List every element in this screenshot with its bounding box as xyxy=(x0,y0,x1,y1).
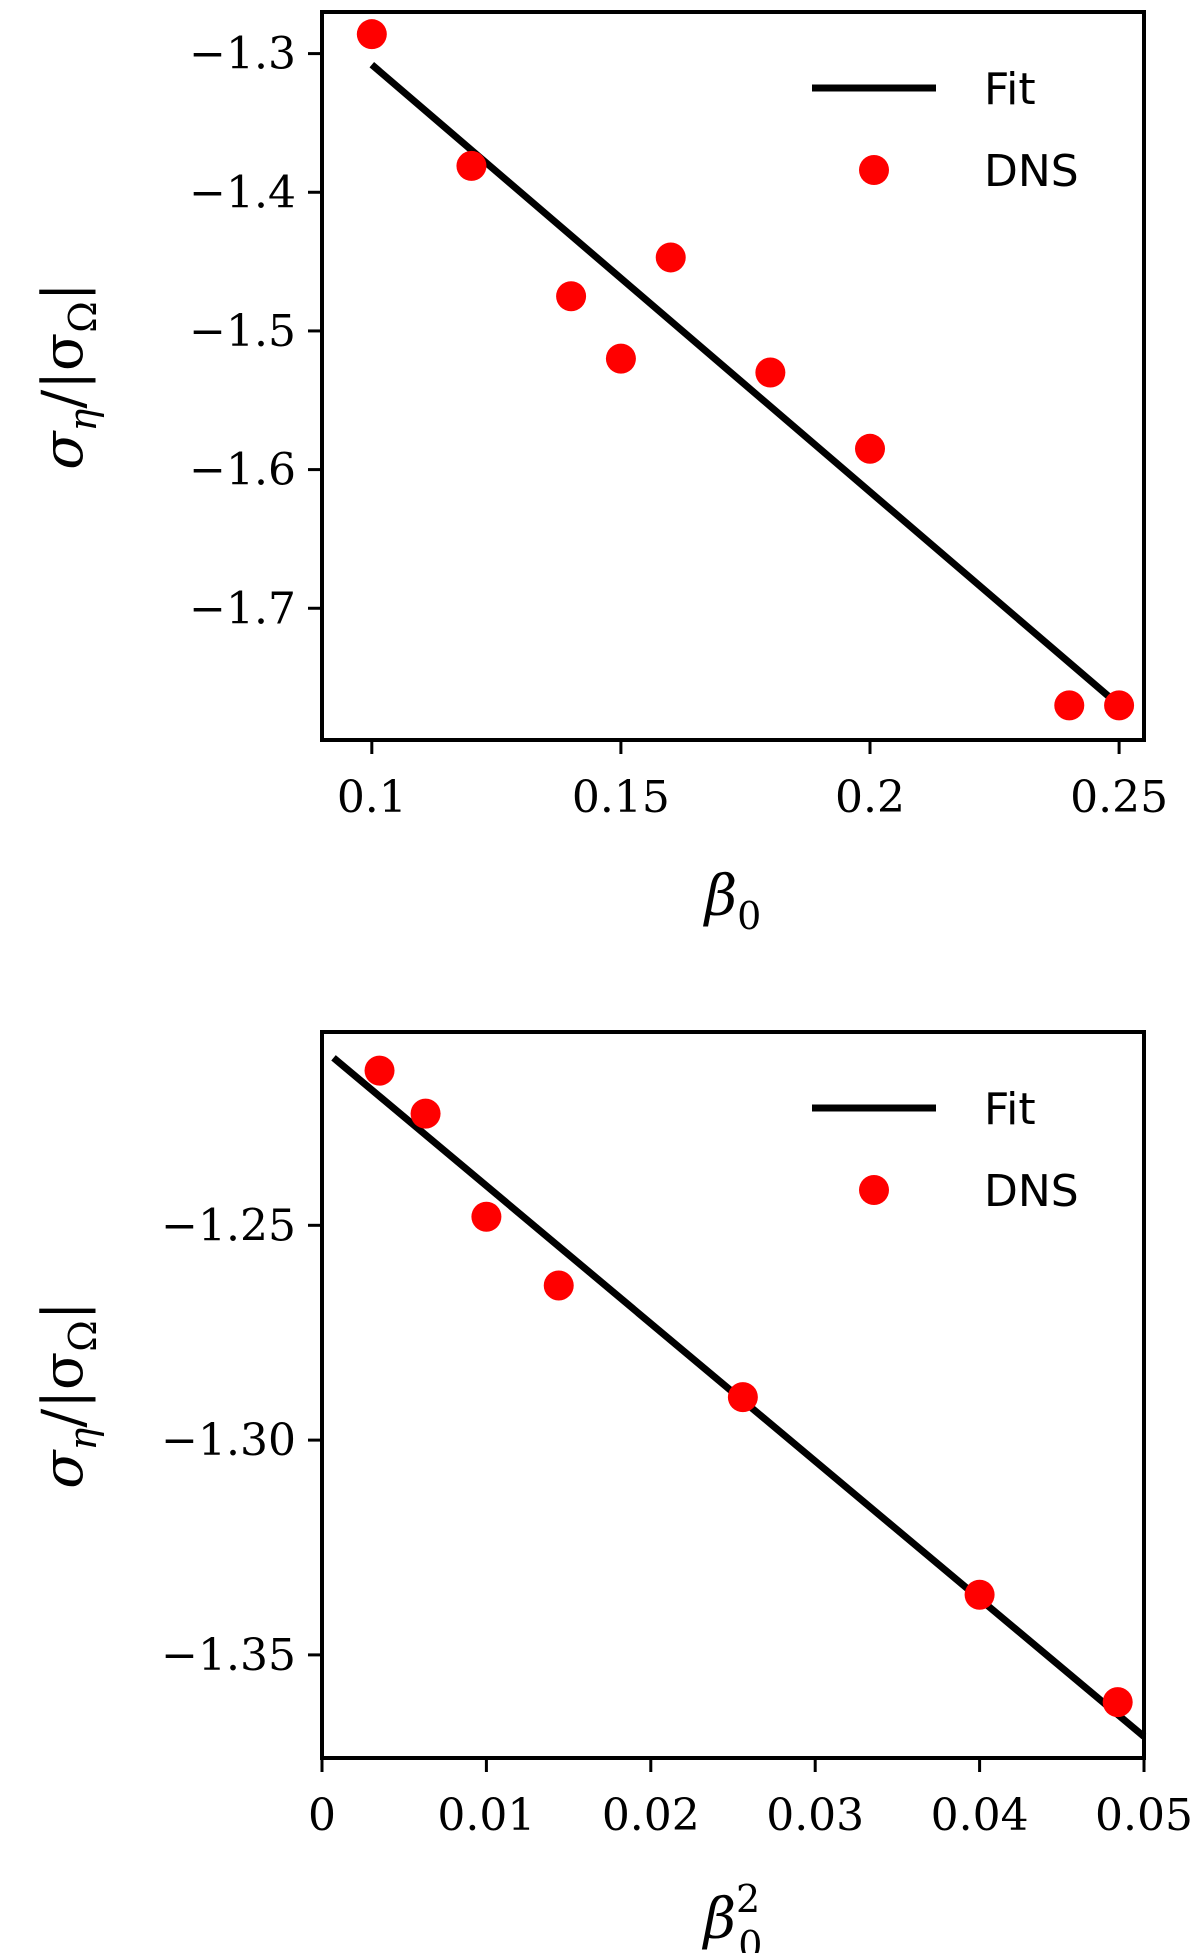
y-tick-label: −1.5 xyxy=(189,306,296,357)
y-axis-label: ση/|σΩ| xyxy=(31,282,105,469)
x-tick-label: 0.15 xyxy=(572,772,670,823)
x-tick-label: 0.25 xyxy=(1070,772,1168,823)
x-axis-label: β0 xyxy=(703,864,762,938)
dns-point xyxy=(1104,690,1135,721)
chart-1: 0.1 0.15 0.2 0.25 −1.3 −1.4 −1.5 −1.6 −1.7 Fit DNS… xyxy=(31,10,1168,938)
dns-point xyxy=(605,343,636,374)
x-tick-label: 0.04 xyxy=(931,1790,1029,1841)
chart-2: 0 0.01 0.02 0.03 0.04 0.05 −1.25 −1.30 −1.35 Fit D… xyxy=(31,1030,1193,1953)
dns-point xyxy=(855,433,885,464)
x-tick-label: 0.01 xyxy=(437,1790,535,1841)
dns-point xyxy=(1054,690,1085,721)
dns-point xyxy=(456,150,487,181)
y-tick-label: −1.35 xyxy=(161,1630,296,1681)
legend: Fit DNS xyxy=(812,1084,1079,1217)
legend-fit-label: Fit xyxy=(984,1084,1036,1135)
x-tick-label: 0.1 xyxy=(337,772,407,823)
fit-line xyxy=(369,62,1122,708)
dns-point xyxy=(410,1098,441,1129)
y-tick-label: −1.25 xyxy=(161,1200,296,1251)
dns-point xyxy=(356,19,387,50)
dns-point xyxy=(755,357,786,388)
x-axis-label: β2 0 xyxy=(702,1877,763,1953)
dns-point xyxy=(727,1382,758,1413)
legend-dns-label: DNS xyxy=(984,1166,1079,1217)
x-tick-label: 0.2 xyxy=(835,772,905,823)
y-tick-label: −1.30 xyxy=(161,1415,296,1466)
dns-point xyxy=(543,1270,574,1301)
plot-frame xyxy=(320,10,1146,742)
x-tick-label: 0 xyxy=(308,1790,336,1841)
y-tick-label: −1.6 xyxy=(189,445,296,496)
x-tick-label: 0.02 xyxy=(602,1790,700,1841)
x-tick-label: 0.05 xyxy=(1095,1790,1193,1841)
y-tick-label: −1.4 xyxy=(189,167,296,218)
plot-frame xyxy=(320,1030,1146,1760)
legend-dns-swatch xyxy=(859,1175,889,1205)
legend: Fit DNS xyxy=(812,64,1079,197)
dns-point xyxy=(364,1055,395,1086)
dns-point xyxy=(1102,1687,1133,1718)
dns-point xyxy=(556,281,587,312)
legend-dns-swatch xyxy=(859,155,889,185)
dns-point xyxy=(655,242,686,273)
legend-fit-label: Fit xyxy=(984,64,1036,115)
dns-point xyxy=(964,1579,995,1610)
dns-point xyxy=(471,1201,502,1232)
x-tick-label: 0.03 xyxy=(766,1790,864,1841)
legend-dns-label: DNS xyxy=(984,146,1079,197)
y-tick-label: −1.7 xyxy=(189,583,296,634)
y-tick-label: −1.3 xyxy=(189,29,296,80)
y-axis-label: ση/|σΩ| xyxy=(31,1301,105,1488)
